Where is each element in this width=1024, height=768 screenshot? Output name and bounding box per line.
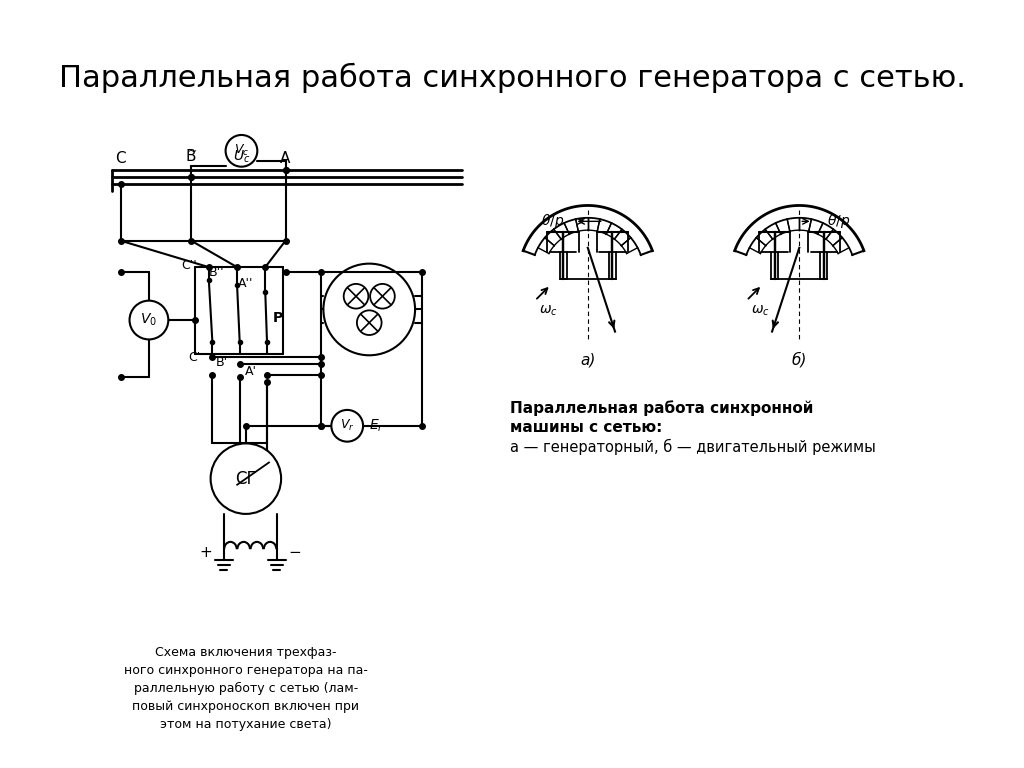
- Text: Схема включения трехфаз-
ного синхронного генератора на па-
раллельную работу с : Схема включения трехфаз- ного синхронног…: [124, 646, 368, 731]
- Text: машины с сетью:: машины с сетью:: [510, 420, 663, 435]
- Text: $V_r$: $V_r$: [340, 419, 354, 433]
- Text: СГ: СГ: [236, 470, 257, 488]
- Text: а): а): [581, 353, 596, 367]
- Text: A'': A'': [238, 276, 253, 290]
- Text: Параллельная работа синхронного генератора с сетью.: Параллельная работа синхронного генерато…: [58, 62, 966, 93]
- Text: а — генераторный, б — двигательный режимы: а — генераторный, б — двигательный режим…: [510, 439, 876, 455]
- Circle shape: [324, 263, 415, 356]
- Text: −: −: [288, 545, 301, 560]
- Text: +: +: [200, 545, 213, 560]
- Text: Параллельная работа синхронной: Параллельная работа синхронной: [510, 400, 814, 416]
- Circle shape: [344, 284, 369, 309]
- Text: $\omega_c$: $\omega_c$: [540, 304, 558, 319]
- Circle shape: [370, 284, 395, 309]
- Circle shape: [357, 310, 382, 335]
- Text: B'': B'': [209, 266, 224, 279]
- Circle shape: [332, 410, 364, 442]
- Text: A: A: [281, 151, 291, 166]
- Text: $E_r$: $E_r$: [370, 418, 385, 434]
- Circle shape: [211, 443, 282, 514]
- Text: B': B': [216, 356, 228, 369]
- Text: б): б): [792, 352, 807, 368]
- Text: $U_c$: $U_c$: [232, 149, 250, 165]
- Text: $\omega_c$: $\omega_c$: [751, 304, 770, 319]
- Text: A': A': [245, 365, 256, 378]
- Text: $V_c$: $V_c$: [233, 144, 249, 158]
- Circle shape: [130, 300, 168, 339]
- Text: ~: ~: [187, 147, 197, 157]
- Circle shape: [225, 135, 257, 167]
- Text: $V_0$: $V_0$: [140, 312, 158, 328]
- Text: $\theta/p$: $\theta/p$: [827, 212, 851, 230]
- Text: C: C: [116, 151, 126, 166]
- Text: $\theta/p$: $\theta/p$: [541, 212, 564, 230]
- Text: C': C': [187, 350, 200, 363]
- Text: C'': C'': [181, 259, 197, 272]
- Text: P: P: [272, 311, 283, 326]
- Text: B: B: [186, 149, 197, 164]
